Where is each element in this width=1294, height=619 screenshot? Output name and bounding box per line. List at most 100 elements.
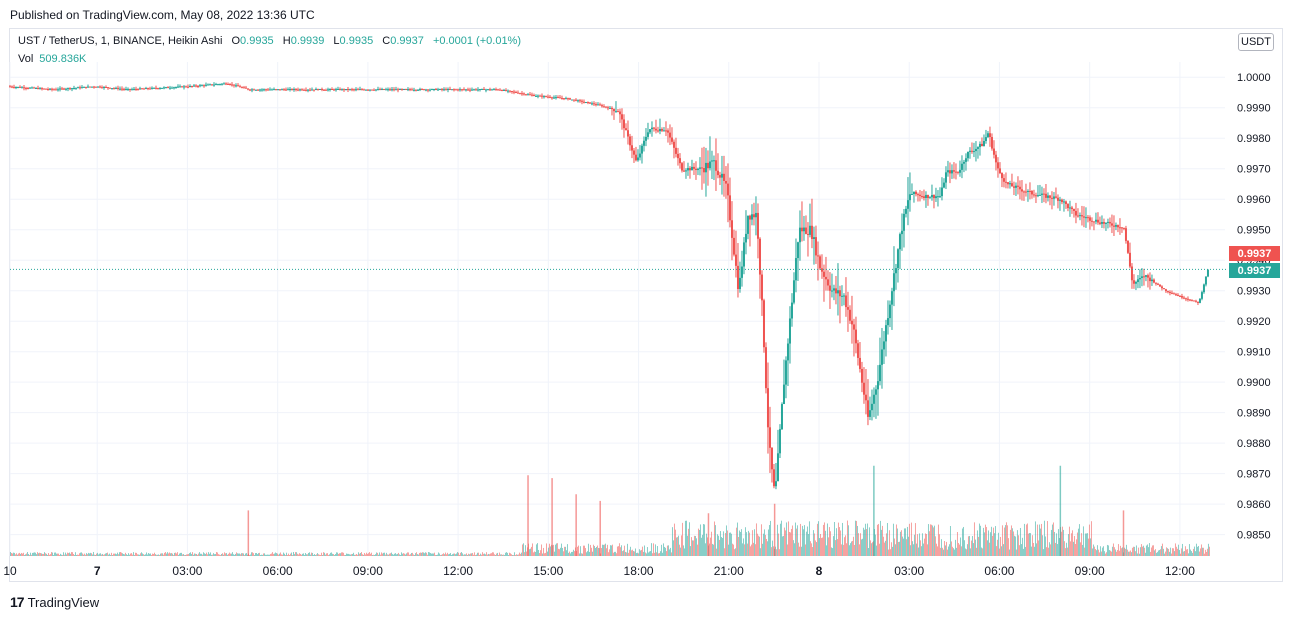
volume-bar xyxy=(385,552,387,556)
candle-body xyxy=(928,197,931,199)
candle-body xyxy=(930,194,933,198)
volume-bar xyxy=(262,553,264,556)
volume-bar xyxy=(1134,551,1136,556)
candle-body xyxy=(1130,266,1133,281)
volume-bar xyxy=(783,527,785,556)
candle-body xyxy=(430,89,433,91)
volume-bar xyxy=(878,543,880,556)
volume-bar xyxy=(549,546,551,556)
candle-body xyxy=(766,388,769,428)
volume-bar xyxy=(217,554,219,556)
volume-bar xyxy=(478,555,480,556)
volume-bar xyxy=(582,545,584,556)
volume-bar xyxy=(737,536,739,556)
volume-bar xyxy=(99,553,101,556)
volume-bar xyxy=(807,534,809,556)
candle-body xyxy=(10,86,13,88)
volume-bar xyxy=(1092,544,1094,556)
volume-bar xyxy=(994,526,996,556)
volume-bar xyxy=(285,552,287,556)
candle-body xyxy=(1068,207,1071,209)
volume-bar xyxy=(204,553,206,556)
volume-bar xyxy=(597,547,599,556)
candle-body xyxy=(582,101,585,103)
candle-body xyxy=(226,83,229,85)
volume-bar xyxy=(805,531,807,556)
candle-body xyxy=(404,89,407,91)
volume-bar xyxy=(239,554,241,556)
volume-bar xyxy=(619,547,621,556)
volume-bar xyxy=(977,536,979,556)
volume-bar xyxy=(688,522,690,556)
candle-body xyxy=(186,86,189,88)
volume-bar xyxy=(899,531,901,556)
volume-bar xyxy=(421,552,423,556)
low-value: 0.9935 xyxy=(339,35,374,47)
volume-bar xyxy=(559,547,561,556)
candle-body xyxy=(472,89,475,91)
candle-body xyxy=(532,95,535,97)
volume-bar xyxy=(815,542,817,556)
volume-bar xyxy=(378,552,380,556)
volume-bar xyxy=(747,530,749,556)
candle-body xyxy=(818,256,821,269)
candle-body xyxy=(650,127,653,130)
volume-bar xyxy=(979,525,981,556)
volume-bar xyxy=(601,544,603,556)
volume-bar xyxy=(194,553,196,556)
volume-bar xyxy=(900,530,902,556)
tradingview-brand[interactable]: 17 TradingView xyxy=(10,594,99,610)
volume-bar xyxy=(514,554,516,556)
candle-body xyxy=(1170,292,1173,294)
candle-body xyxy=(948,170,951,174)
volume-bar xyxy=(98,553,100,556)
volume-bar xyxy=(359,552,361,556)
volume-value: 509.836K xyxy=(39,53,87,65)
volume-bar xyxy=(880,529,882,556)
volume-bar xyxy=(818,538,820,556)
volume-bar xyxy=(762,533,764,556)
candle-body xyxy=(138,88,141,90)
candle-body xyxy=(952,170,955,172)
volume-bar xyxy=(663,546,665,556)
volume-bar xyxy=(71,552,73,556)
candle-body xyxy=(24,87,27,89)
volume-bar xyxy=(216,552,218,556)
volume-bar xyxy=(15,553,17,556)
volume-bar xyxy=(788,531,790,556)
volume-bar xyxy=(1189,549,1191,556)
volume-bar xyxy=(778,549,780,556)
volume-bar xyxy=(736,522,738,556)
volume-bar xyxy=(176,552,178,556)
volume-bar xyxy=(596,545,598,556)
volume-bar xyxy=(658,553,660,556)
volume-bar xyxy=(579,546,581,556)
volume-bar xyxy=(498,552,500,556)
currency-button[interactable]: USDT xyxy=(1238,33,1274,51)
volume-bar xyxy=(150,555,152,556)
candle-body xyxy=(692,166,695,169)
candle-body xyxy=(1124,228,1127,241)
volume-bar xyxy=(820,537,822,556)
volume-bar xyxy=(837,522,839,556)
candle-body xyxy=(946,170,949,173)
volume-bar xyxy=(959,537,961,556)
volume-bar xyxy=(1025,524,1027,556)
volume-bar xyxy=(405,553,407,556)
volume-bar xyxy=(925,533,927,556)
volume-bar xyxy=(708,543,710,556)
candle-body xyxy=(920,196,923,198)
volume-bar xyxy=(107,554,109,556)
volume-bar xyxy=(34,552,36,556)
close-value: 0.9937 xyxy=(390,35,424,47)
volume-bar xyxy=(580,553,582,556)
volume-bar xyxy=(1078,524,1080,556)
volume-bar xyxy=(288,555,290,556)
candle-body xyxy=(778,429,781,454)
volume-bar xyxy=(509,553,511,556)
volume-bar xyxy=(628,549,630,556)
volume-bar xyxy=(699,524,701,556)
volume-bar xyxy=(452,553,454,556)
volume-bar xyxy=(691,540,693,556)
